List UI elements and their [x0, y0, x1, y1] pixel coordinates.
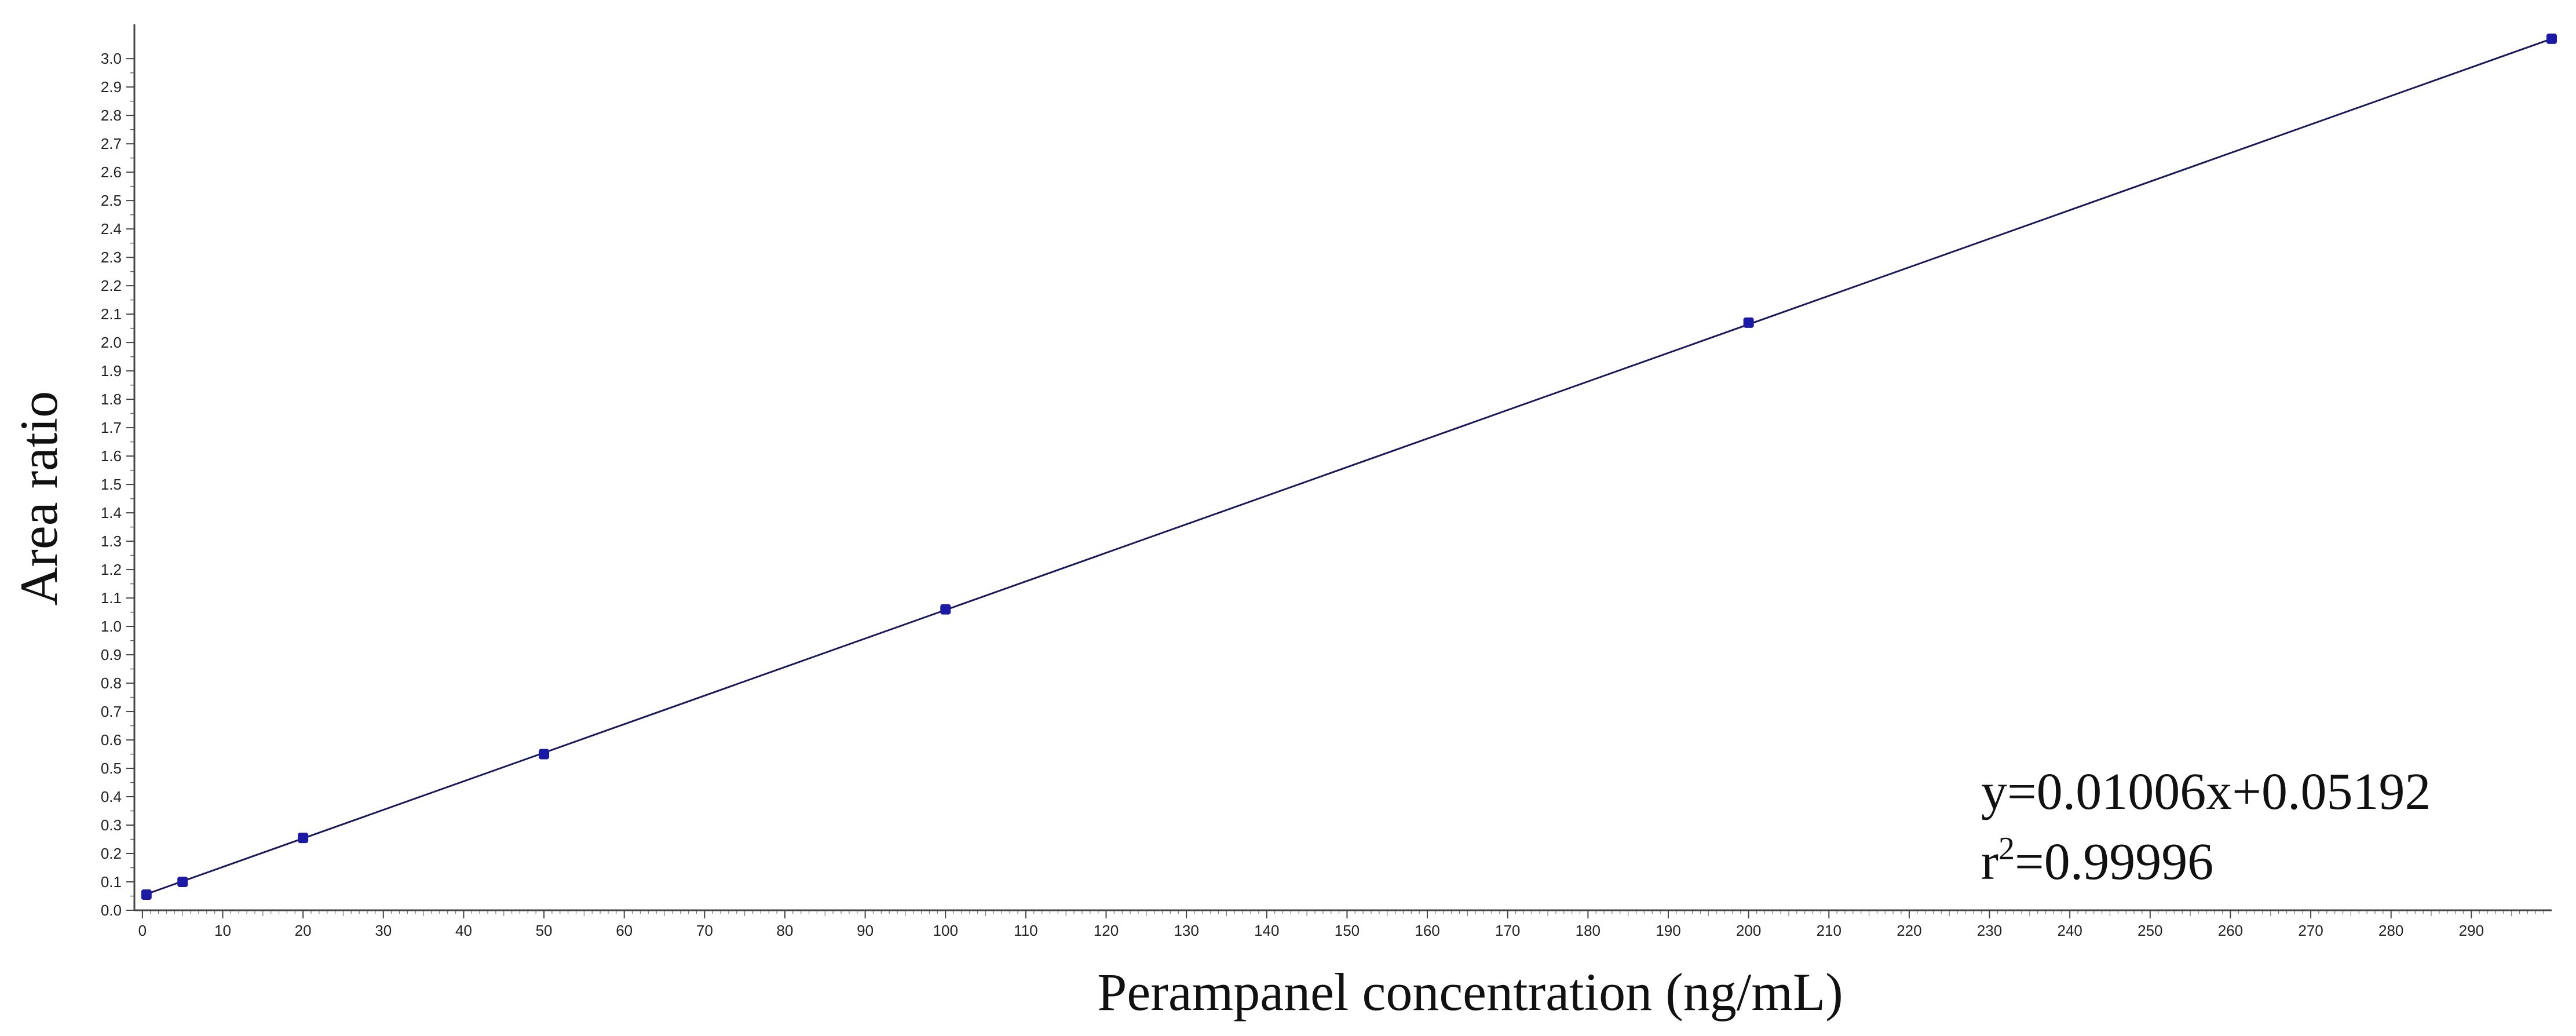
y-tick-label: 2.1: [101, 305, 122, 323]
data-point: [177, 877, 188, 888]
y-tick-label: 1.2: [101, 561, 122, 578]
x-tick-label: 130: [1174, 922, 1199, 939]
x-tick-label: 20: [295, 922, 312, 939]
y-axis-ticks: 0.0 0.1 0.2 0.3 0.4 0.5 0.6 0.7 0.8 0.9 1.0 1.1 1.2 1…: [101, 50, 134, 919]
x-tick-label: 60: [616, 922, 633, 939]
y-tick-label: 2.5: [101, 192, 122, 209]
x-axis-title: Perampanel concentration (ng/mL): [1097, 962, 1843, 1022]
y-tick-label: 1.8: [101, 391, 122, 408]
r-squared-superscript: 2: [1998, 831, 2015, 867]
y-tick-label: 2.6: [101, 163, 122, 181]
r-squared-number: =0.99996: [2015, 833, 2213, 891]
data-point: [2546, 33, 2557, 44]
x-tick-label: 150: [1335, 922, 1360, 939]
x-tick-label: 110: [1014, 922, 1037, 939]
y-tick-label: 0.4: [101, 788, 122, 805]
y-tick-label: 2.9: [101, 78, 122, 96]
y-tick-label: 2.2: [101, 277, 122, 294]
x-axis-ticks: 0 10 20 30 40 50 60 70 80 90 100 110 120 130 140 150 160…: [138, 910, 2544, 939]
x-tick-label: 100: [933, 922, 958, 939]
y-tick-label: 0.0: [101, 902, 122, 919]
y-tick-label: 0.7: [101, 703, 122, 720]
y-tick-label: 0.6: [101, 731, 122, 749]
y-tick-label: 2.4: [101, 220, 122, 238]
x-tick-label: 70: [696, 922, 713, 939]
x-tick-label: 290: [2459, 922, 2484, 939]
x-tick-label: 80: [777, 922, 794, 939]
y-tick-label: 1.9: [101, 362, 122, 380]
data-point: [141, 889, 152, 900]
regression-equation: y=0.01006x+0.05192: [1981, 763, 2431, 820]
x-tick-label: 270: [2298, 922, 2323, 939]
y-tick-label: 1.7: [101, 419, 122, 436]
x-tick-label: 280: [2378, 922, 2403, 939]
r-squared-prefix: r: [1981, 833, 1998, 891]
y-tick-label: 1.1: [101, 589, 122, 607]
x-tick-label: 220: [1897, 922, 1921, 939]
x-tick-label: 230: [1977, 922, 2002, 939]
data-points: [141, 33, 2557, 900]
y-tick-label: 0.3: [101, 816, 122, 834]
data-point: [940, 604, 951, 615]
y-tick-label: 1.5: [101, 476, 122, 493]
y-axis-title: Area ratio: [9, 391, 68, 605]
x-tick-label: 180: [1576, 922, 1601, 939]
y-tick-label: 3.0: [101, 50, 122, 67]
y-tick-label: 2.3: [101, 249, 122, 266]
x-tick-label: 50: [536, 922, 553, 939]
x-tick-label: 240: [2057, 922, 2082, 939]
data-point: [298, 833, 309, 844]
y-tick-label: 1.6: [101, 447, 122, 465]
x-tick-label: 210: [1817, 922, 1841, 939]
y-tick-label: 1.3: [101, 532, 122, 550]
r-squared-value: r2=0.99996: [1981, 831, 2213, 891]
y-tick-label: 0.9: [101, 646, 122, 663]
x-tick-label: 170: [1495, 922, 1520, 939]
x-tick-label: 10: [214, 922, 231, 939]
data-point: [539, 749, 550, 760]
y-tick-label: 1.4: [101, 504, 122, 521]
y-tick-label: 2.7: [101, 135, 122, 152]
data-point: [1743, 317, 1754, 328]
x-tick-label: 140: [1254, 922, 1279, 939]
y-tick-label: 1.0: [101, 618, 122, 635]
x-tick-label: 40: [455, 922, 472, 939]
x-tick-label: 90: [857, 922, 874, 939]
y-tick-label: 2.0: [101, 334, 122, 351]
y-tick-label: 0.8: [101, 674, 122, 692]
x-tick-label: 250: [2137, 922, 2162, 939]
x-tick-label: 260: [2218, 922, 2243, 939]
y-tick-label: 2.8: [101, 107, 122, 124]
x-tick-label: 200: [1736, 922, 1761, 939]
x-tick-label: 30: [375, 922, 392, 939]
x-tick-label: 120: [1094, 922, 1119, 939]
y-tick-label: 0.2: [101, 845, 122, 862]
x-tick-label: 0: [138, 922, 147, 939]
y-tick-label: 0.1: [101, 873, 122, 891]
x-tick-label: 160: [1415, 922, 1439, 939]
y-tick-label: 0.5: [101, 760, 122, 777]
x-tick-label: 190: [1656, 922, 1680, 939]
